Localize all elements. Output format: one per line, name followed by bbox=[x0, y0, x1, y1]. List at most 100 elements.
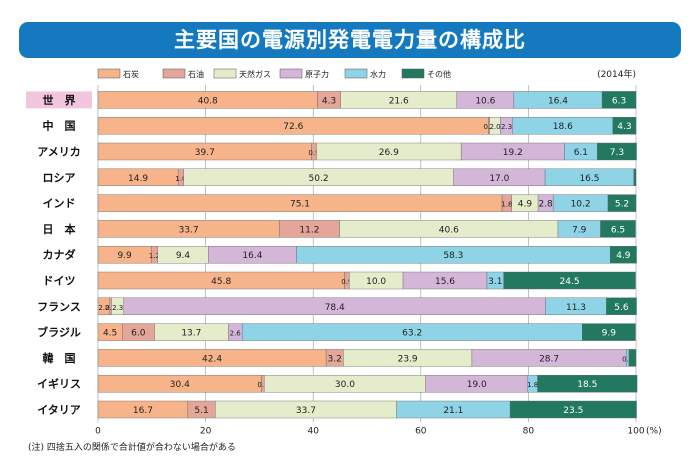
x-tick-label: 100 bbox=[627, 426, 644, 436]
category-label: カナダ bbox=[43, 248, 76, 262]
legend-swatch bbox=[97, 68, 121, 79]
data-label: 7.9 bbox=[572, 225, 587, 235]
data-label: 1.8 bbox=[527, 381, 538, 389]
data-label: 21.6 bbox=[389, 96, 409, 106]
legend-label: 石炭 bbox=[123, 70, 139, 79]
category-label: 中 国 bbox=[43, 119, 76, 133]
footnote: (注) 四捨五入の関係で合計値が合わない場合がある bbox=[28, 443, 236, 453]
legend-label: その他 bbox=[427, 69, 451, 79]
data-label: 5.1 bbox=[194, 406, 208, 416]
data-label: 5.6 bbox=[614, 303, 629, 313]
data-label: 30.0 bbox=[335, 380, 355, 390]
data-label: 78.4 bbox=[325, 303, 345, 313]
data-label: 10.2 bbox=[571, 200, 591, 210]
category-label: 世 界 bbox=[43, 93, 76, 107]
data-label: 2.3 bbox=[501, 123, 512, 131]
data-label: 16.5 bbox=[579, 174, 599, 184]
year-note: (2014年) bbox=[597, 68, 636, 80]
data-label: 6.3 bbox=[612, 96, 626, 106]
bar-segment bbox=[509, 400, 637, 419]
data-label: 4.3 bbox=[322, 96, 336, 106]
data-label: 2.3 bbox=[112, 304, 123, 312]
data-label: 0.2 bbox=[484, 123, 495, 131]
bar-segment bbox=[601, 91, 637, 109]
data-label: 2.8 bbox=[538, 200, 553, 210]
category-label: イタリア bbox=[37, 404, 81, 417]
data-label: 0.5 bbox=[257, 381, 268, 389]
data-label: 23.5 bbox=[563, 406, 583, 416]
data-label: 9.4 bbox=[176, 251, 191, 261]
data-label: 1.0 bbox=[175, 175, 186, 183]
data-label: 23.9 bbox=[398, 354, 418, 364]
category-label: インド bbox=[43, 197, 76, 210]
data-label: 2.6 bbox=[230, 330, 242, 338]
data-label: 58.3 bbox=[443, 251, 463, 261]
legend-swatch bbox=[344, 68, 368, 79]
data-label: 16.4 bbox=[242, 251, 262, 261]
bar-segment bbox=[628, 349, 637, 367]
legend-label: 石油 bbox=[188, 69, 204, 79]
data-label: 15.6 bbox=[435, 277, 455, 287]
data-label: 26.9 bbox=[379, 148, 399, 158]
data-label: 2.2 bbox=[98, 304, 109, 312]
data-label: 6.1 bbox=[574, 148, 588, 158]
bar-segment bbox=[607, 194, 637, 212]
data-label: 63.2 bbox=[402, 329, 422, 339]
legend-swatch bbox=[213, 68, 237, 79]
data-label: 75.1 bbox=[290, 200, 310, 210]
data-label: 1.3 bbox=[639, 355, 650, 363]
data-label: 1.8 bbox=[501, 201, 512, 209]
data-label: 50.2 bbox=[309, 174, 329, 184]
data-label: 13.7 bbox=[181, 329, 201, 339]
chart-title: 主要国の電源別発電電力量の構成比 bbox=[19, 22, 681, 58]
data-label: 0.9 bbox=[341, 278, 352, 286]
legend-label: 原子力 bbox=[305, 69, 329, 79]
x-tick-label: 60 bbox=[415, 426, 427, 436]
data-label: 5.2 bbox=[615, 200, 629, 210]
x-axis-unit: (%) bbox=[646, 426, 662, 436]
category-label: イギリス bbox=[37, 377, 81, 391]
data-label: 18.5 bbox=[577, 380, 597, 390]
category-label: フランス bbox=[37, 300, 81, 313]
data-label: 6.0 bbox=[131, 329, 146, 339]
data-label: 10.6 bbox=[475, 96, 495, 106]
data-label: 30.4 bbox=[170, 380, 190, 390]
x-tick-label: 20 bbox=[200, 426, 212, 436]
category-label: ブラジル bbox=[37, 325, 81, 339]
data-label: 42.4 bbox=[202, 354, 222, 364]
data-label: 7.3 bbox=[610, 148, 624, 158]
x-tick-label: 0 bbox=[95, 426, 101, 436]
data-label: 0.9 bbox=[308, 149, 319, 157]
category-label: ロシア bbox=[43, 171, 76, 184]
data-label: 2.0 bbox=[489, 123, 500, 131]
data-label: 21.1 bbox=[443, 406, 463, 416]
data-label: 3.1 bbox=[488, 277, 502, 287]
data-label: 33.7 bbox=[179, 225, 199, 235]
data-label: 0.5 bbox=[622, 355, 633, 363]
x-tick-label: 80 bbox=[523, 426, 535, 436]
data-label: 17.0 bbox=[489, 174, 509, 184]
data-label: 45.8 bbox=[211, 277, 231, 287]
data-label: 40.6 bbox=[439, 225, 459, 235]
legend-swatch bbox=[279, 68, 303, 79]
bar-segment bbox=[503, 271, 636, 290]
data-label: 16.7 bbox=[133, 406, 153, 416]
bar-segment bbox=[582, 323, 636, 341]
legend-swatch bbox=[401, 68, 425, 79]
category-label: アメリカ bbox=[37, 146, 80, 159]
bar-segment bbox=[612, 116, 637, 135]
data-label: 19.0 bbox=[467, 380, 487, 390]
data-label: 19.2 bbox=[503, 148, 523, 158]
data-label: 33.7 bbox=[296, 406, 316, 416]
category-label: ドイツ bbox=[43, 275, 76, 288]
data-label: 3.2 bbox=[328, 354, 342, 364]
category-label: 韓 国 bbox=[43, 351, 76, 365]
bar-segment bbox=[633, 168, 637, 187]
data-label: 18.6 bbox=[553, 122, 573, 132]
bar-segment bbox=[609, 245, 637, 264]
data-label: 28.7 bbox=[539, 354, 559, 364]
data-label: 16.4 bbox=[548, 96, 568, 106]
data-label: 1.2 bbox=[149, 252, 160, 260]
bar-segment bbox=[600, 220, 636, 238]
